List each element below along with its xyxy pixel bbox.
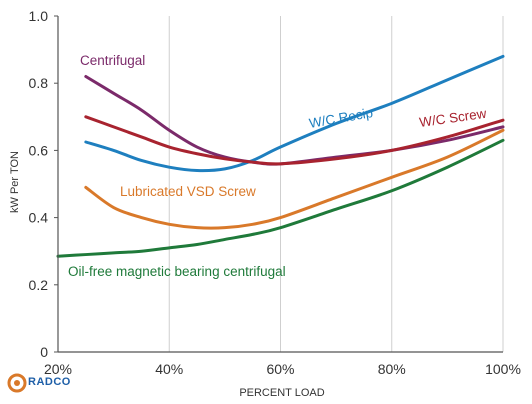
x-tick-label: 60% — [266, 361, 294, 377]
y-tick-label: 0.6 — [29, 142, 49, 158]
x-tick-label: 100% — [485, 361, 521, 377]
series-line-oil-free-magnetic-bearing-centrifugal — [56, 138, 505, 258]
y-tick-label: 0 — [40, 344, 48, 360]
x-tick-label: 40% — [155, 361, 183, 377]
logo-text: RADCO — [28, 376, 71, 388]
grid — [168, 16, 504, 352]
y-tick-label: 1.0 — [29, 8, 49, 24]
series-line-lubricated-vsd-screw — [84, 128, 505, 230]
gear-icon — [7, 373, 27, 393]
tick-labels: 20% 40% 60% 80% 100% 0 0.2 0.4 0.6 0.8 1.0 — [29, 8, 521, 377]
x-tick-label: 20% — [44, 361, 72, 377]
series-lines — [56, 54, 505, 258]
x-tick-label: 80% — [378, 361, 406, 377]
y-tick-label: 0.4 — [29, 210, 49, 226]
y-tick-label: 0.8 — [29, 75, 49, 91]
label-wc-screw: W/C Screw — [418, 106, 487, 130]
label-lubricated-vsd-screw: Lubricated VSD Screw — [120, 184, 256, 199]
series-line-w-c-recip — [84, 54, 505, 173]
series-line-w-c-screw — [84, 115, 505, 166]
axes — [54, 15, 503, 353]
label-oil-free-magnetic: Oil-free magnetic bearing centrifugal — [68, 264, 286, 279]
label-centrifugal: Centrifugal — [80, 53, 145, 68]
label-wc-recip: W/C Recip — [308, 105, 374, 131]
y-tick-label: 0.2 — [29, 277, 49, 293]
radco-logo: RADCO — [4, 368, 104, 400]
y-axis-title: kW Per TON — [9, 151, 21, 213]
x-axis-title: PERCENT LOAD — [239, 387, 324, 399]
